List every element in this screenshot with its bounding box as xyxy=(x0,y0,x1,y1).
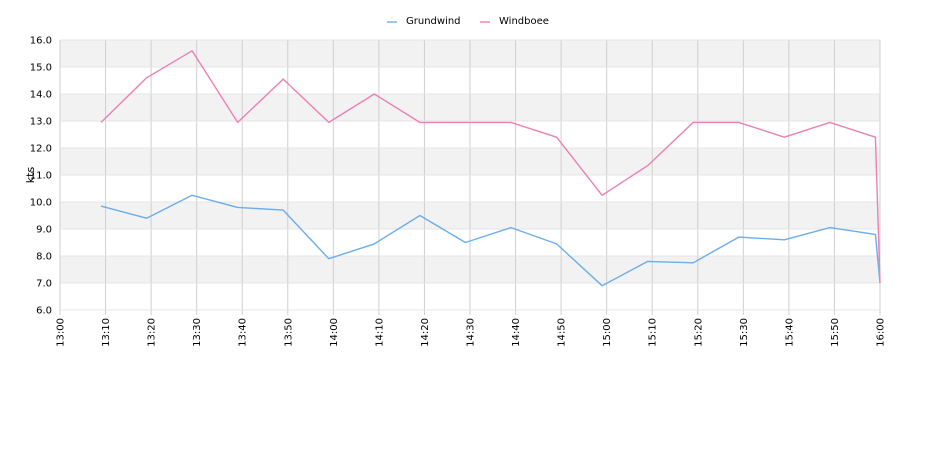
y-axis-label: kts xyxy=(24,167,37,184)
y-tick-label: 12.0 xyxy=(30,144,52,155)
legend-item-windboee[interactable]: Windboee xyxy=(480,16,549,27)
y-axis-ticks: 6.0 7.0 8.0 9.0 10.0 11.0 12.0 13.0 14.0 15.0 16.0 xyxy=(30,36,52,317)
x-tick-label: 13:10 xyxy=(101,318,112,347)
x-tick-label: 14:10 xyxy=(374,318,385,347)
x-tick-label: 13:20 xyxy=(147,318,158,347)
x-tick-label: 15:00 xyxy=(602,318,613,347)
legend[interactable]: Grundwind Windboee xyxy=(387,16,549,27)
y-tick-label: 11.0 xyxy=(30,171,52,182)
x-tick-label: 15:10 xyxy=(648,318,659,347)
y-tick-label: 9.0 xyxy=(36,225,52,236)
y-tick-label: 7.0 xyxy=(36,279,52,290)
x-tick-label: 15:20 xyxy=(693,318,704,347)
x-tick-label: 14:30 xyxy=(466,318,477,347)
x-tick-label: 15:40 xyxy=(784,318,795,347)
x-tick-label: 14:00 xyxy=(329,318,340,347)
series-line-grundwind xyxy=(100,194,881,287)
y-tick-label: 6.0 xyxy=(36,306,52,317)
series-line-windboee xyxy=(100,50,881,284)
y-tick-label: 16.0 xyxy=(30,36,52,47)
x-tick-label: 14:40 xyxy=(511,318,522,347)
y-tick-label: 14.0 xyxy=(30,90,52,101)
x-tick-label: 13:00 xyxy=(56,318,67,347)
x-tick-label: 14:20 xyxy=(420,318,431,347)
legend-label: Windboee xyxy=(499,16,549,27)
x-tick-label: 15:30 xyxy=(739,318,750,347)
series-layer xyxy=(100,50,881,287)
y-tick-label: 8.0 xyxy=(36,252,52,263)
x-axis-ticks: 13:00 13:10 13:20 13:30 13:40 13:50 14:00 14:10… xyxy=(56,318,887,347)
legend-item-grundwind[interactable]: Grundwind xyxy=(387,16,461,27)
x-tick-label: 16:00 xyxy=(876,318,887,347)
y-tick-label: 10.0 xyxy=(30,198,52,209)
legend-label: Grundwind xyxy=(406,16,461,27)
y-tick-label: 15.0 xyxy=(30,63,52,74)
horizontal-gridlines xyxy=(60,39,880,311)
y-tick-label: 13.0 xyxy=(30,117,52,128)
x-tick-label: 15:50 xyxy=(830,318,841,347)
x-tick-label: 13:30 xyxy=(192,318,203,347)
x-tick-label: 13:50 xyxy=(283,318,294,347)
x-tick-label: 14:50 xyxy=(557,318,568,347)
x-tick-label: 13:40 xyxy=(238,318,249,347)
